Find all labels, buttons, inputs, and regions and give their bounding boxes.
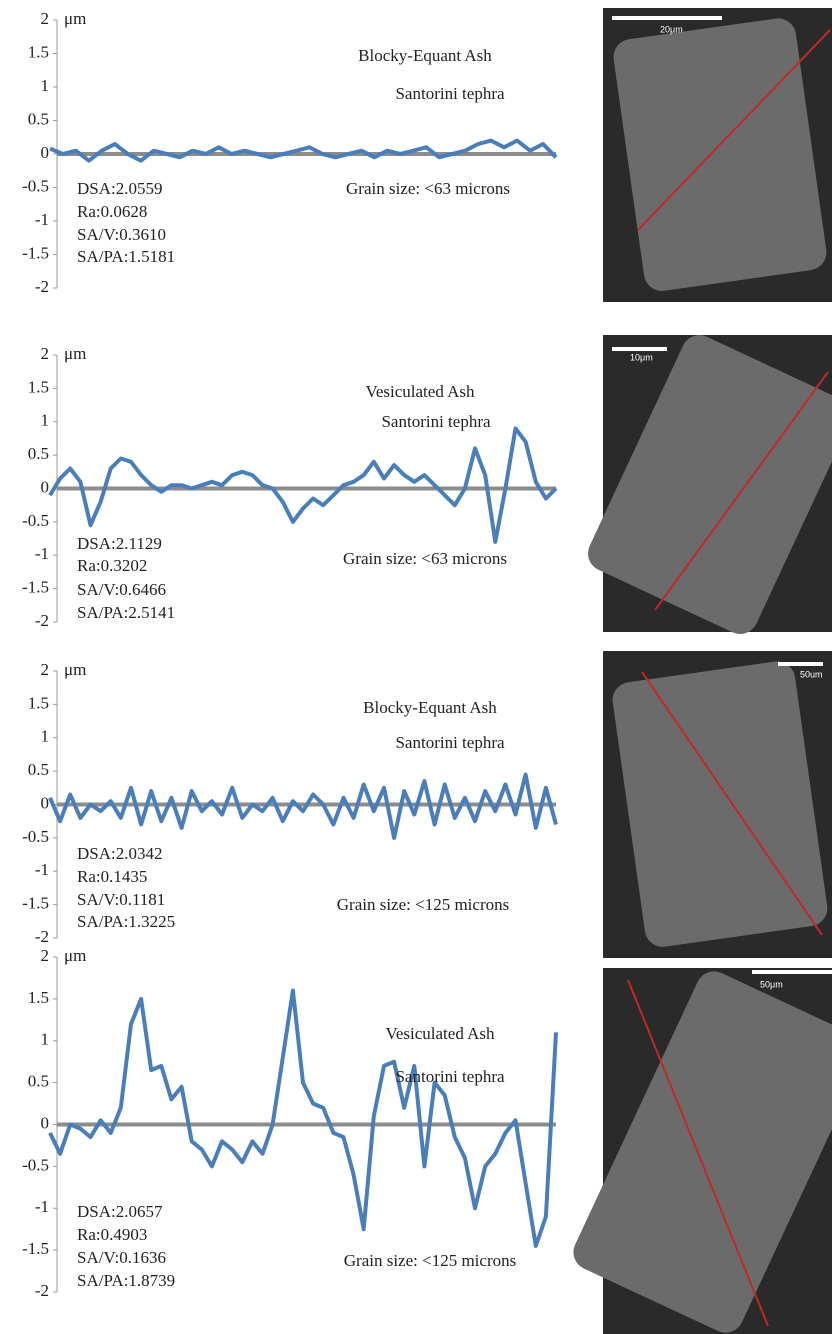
panel-title: Vesiculated Ash xyxy=(365,382,475,401)
y-tick-label: 1 xyxy=(41,411,50,430)
y-tick-label: -1.5 xyxy=(22,894,49,913)
panel-title: Vesiculated Ash xyxy=(385,1024,495,1043)
stat-label: SA/V:0.3610 xyxy=(77,225,166,244)
y-axis-label: μm xyxy=(64,344,86,363)
y-tick-label: -0.5 xyxy=(22,176,49,195)
y-tick-label: -2 xyxy=(35,1281,49,1300)
y-tick-label: 1 xyxy=(41,1030,50,1049)
stat-label: SA/V:0.1636 xyxy=(77,1248,166,1267)
grain xyxy=(610,659,829,949)
stat-label: Ra:0.1435 xyxy=(77,867,147,886)
y-tick-label: 0.5 xyxy=(28,109,49,128)
stat-label: SA/V:0.6466 xyxy=(77,580,166,599)
stat-label: DSA:2.0657 xyxy=(77,1202,163,1221)
scale-label: 20μm xyxy=(660,24,683,34)
y-tick-label: 2 xyxy=(41,946,50,965)
y-tick-label: -1.5 xyxy=(22,578,49,597)
y-tick-label: -1.5 xyxy=(22,243,49,262)
panel-title: Santorini tephra xyxy=(395,1067,505,1086)
panel-title: Blocky-Equant Ash xyxy=(363,698,497,717)
stat-label: DSA:2.1129 xyxy=(77,534,162,553)
y-tick-label: 0.5 xyxy=(28,444,49,463)
y-tick-label: 2 xyxy=(41,344,50,363)
y-tick-label: 2 xyxy=(41,660,50,679)
y-axis-label: μm xyxy=(64,660,86,679)
stat-label: Ra:0.3202 xyxy=(77,556,147,575)
y-tick-label: -1.5 xyxy=(22,1239,49,1258)
grain-size: Grain size: <125 microns xyxy=(337,895,509,914)
scale-bar xyxy=(612,16,722,20)
y-tick-label: 1.5 xyxy=(28,377,49,396)
scale-label: 50μm xyxy=(760,979,783,989)
stat-label: SA/PA:1.5181 xyxy=(77,247,175,266)
stat-label: Ra:0.0628 xyxy=(77,202,147,221)
y-tick-label: 2 xyxy=(41,9,50,28)
stat-label: SA/PA:1.3225 xyxy=(77,912,175,931)
y-tick-label: -1 xyxy=(35,210,49,229)
y-tick-label: -1 xyxy=(35,544,49,563)
panel-title: Santorini tephra xyxy=(395,733,505,752)
stat-label: SA/V:0.1181 xyxy=(77,890,165,909)
y-tick-label: 0.5 xyxy=(28,760,49,779)
y-tick-label: 1.5 xyxy=(28,42,49,61)
scale-label: 50um xyxy=(800,669,823,679)
scale-label: 10μm xyxy=(630,352,653,362)
stat-label: SA/PA:1.8739 xyxy=(77,1271,175,1290)
grain-size: Grain size: <125 microns xyxy=(344,1251,516,1270)
stat-label: DSA:2.0559 xyxy=(77,179,162,198)
y-tick-label: -2 xyxy=(35,927,49,946)
scale-bar xyxy=(612,347,667,351)
scale-bar xyxy=(752,970,832,974)
y-tick-label: 1 xyxy=(41,727,50,746)
y-tick-label: 0 xyxy=(41,1113,50,1132)
y-tick-label: 1.5 xyxy=(28,988,49,1007)
y-tick-label: -1 xyxy=(35,1197,49,1216)
stat-label: Ra:0.4903 xyxy=(77,1225,147,1244)
scale-bar xyxy=(778,662,823,666)
y-tick-label: -1 xyxy=(35,860,49,879)
grain xyxy=(611,16,829,293)
y-tick-label: 0 xyxy=(41,793,50,812)
panel-title: Santorini tephra xyxy=(395,84,505,103)
y-tick-label: -2 xyxy=(35,277,49,296)
y-tick-label: 1.5 xyxy=(28,693,49,712)
profile-line xyxy=(50,141,556,161)
y-tick-label: 1 xyxy=(41,76,50,95)
stat-label: SA/PA:2.5141 xyxy=(77,603,175,622)
stat-label: DSA:2.0342 xyxy=(77,844,162,863)
y-tick-label: -2 xyxy=(35,611,49,630)
figure: 20μm-2-1.5-1-0.500.511.52μmBlocky-Equant… xyxy=(0,0,832,1334)
y-axis-label: μm xyxy=(64,946,86,965)
y-tick-label: 0.5 xyxy=(28,1072,49,1091)
grain-size: Grain size: <63 microns xyxy=(343,549,507,568)
grain-size: Grain size: <63 microns xyxy=(346,179,510,198)
profile-line xyxy=(50,428,556,542)
y-tick-label: 0 xyxy=(41,477,50,496)
panel-title: Santorini tephra xyxy=(381,412,491,431)
y-tick-label: 0 xyxy=(41,143,50,162)
y-tick-label: -0.5 xyxy=(22,1155,49,1174)
y-tick-label: -0.5 xyxy=(22,511,49,530)
y-tick-label: -0.5 xyxy=(22,827,49,846)
y-axis-label: μm xyxy=(64,9,86,28)
panel-title: Blocky-Equant Ash xyxy=(358,46,492,65)
